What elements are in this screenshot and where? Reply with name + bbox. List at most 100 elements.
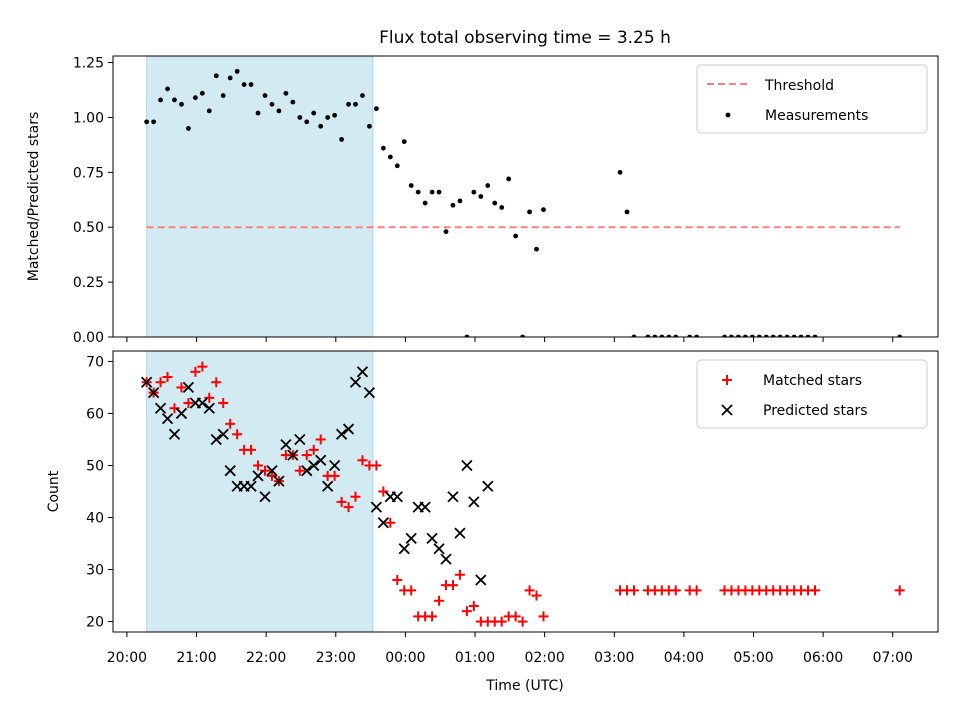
measurement-point (144, 119, 150, 125)
matched-star-point (176, 382, 187, 393)
y-axis-label: Count (46, 470, 62, 512)
matched-star-point (517, 616, 528, 627)
measurement-point (812, 334, 818, 337)
measurement-point (513, 233, 519, 239)
measurement-point (541, 207, 546, 213)
x-tick-label: 06:00 (803, 650, 843, 666)
x-tick-label: 21:00 (176, 650, 216, 666)
measurement-point (791, 334, 797, 337)
measurement-point (387, 154, 393, 160)
measurement-point (471, 189, 477, 195)
predicted-star-point (168, 428, 181, 440)
measurement-point (673, 334, 679, 337)
measurement-point (506, 176, 512, 182)
lower-panel: 20 30 40 50 60 70 Count Matched stars Predicted … (46, 350, 939, 637)
y-tick-label: 70 (86, 354, 104, 370)
measurement-point (206, 108, 212, 114)
y-tick-label: 0.75 (73, 165, 104, 181)
matched-star-point (894, 585, 905, 596)
matched-star-point (496, 616, 507, 627)
predicted-star-point (454, 527, 466, 539)
upper-plot-area (144, 56, 903, 337)
measurement-point (332, 112, 338, 118)
x-tick-label: 05:00 (733, 650, 773, 666)
measurement-point (380, 145, 386, 151)
measurement-point (659, 334, 665, 337)
matched-star-point (315, 434, 326, 445)
matched-star-point (427, 611, 438, 622)
legend-matched-label: Matched stars (763, 373, 862, 389)
predicted-star-point (266, 465, 278, 477)
x-tick-label: 02:00 (524, 650, 564, 666)
measurement-point (749, 334, 755, 337)
y-tick-label: 50 (86, 458, 104, 474)
y-tick-label: 0.25 (73, 275, 104, 291)
measurement-point (304, 119, 310, 125)
measurement-point (897, 334, 903, 337)
lower-legend: Matched stars Predicted stars (696, 359, 928, 429)
measurement-point (492, 200, 498, 206)
x-tick-label: 00:00 (385, 650, 425, 666)
measurement-point (311, 110, 317, 116)
axes-frame (112, 55, 939, 338)
x-tick-label: 04:00 (664, 650, 704, 666)
measurement-point (499, 205, 505, 210)
matched-star-point (260, 465, 271, 476)
predicted-star-point (315, 454, 327, 466)
measurement-point (694, 334, 700, 337)
predicted-star-point (377, 517, 389, 529)
measurement-point (367, 123, 372, 129)
x-axis-label: Time (UTC) (485, 678, 563, 694)
measurement-point (158, 97, 163, 103)
measurement-point (346, 101, 351, 107)
axes-frame (112, 350, 939, 633)
measurement-point (255, 110, 261, 116)
predicted-star-point (175, 407, 188, 420)
predicted-star-point (349, 376, 362, 388)
y-tick-label: 1.25 (73, 56, 104, 72)
measurement-point (234, 68, 240, 74)
measurement-point (805, 334, 811, 337)
predicted-star-point (252, 470, 264, 482)
measurement-point (645, 334, 651, 337)
measurement-point (617, 169, 623, 175)
measurement-point (527, 209, 532, 215)
predicted-star-point (245, 480, 257, 492)
measurement-point (485, 183, 491, 188)
matched-star-point (628, 585, 639, 596)
predicted-star-point (224, 465, 236, 477)
measurement-point (186, 126, 191, 131)
predicted-star-point (447, 491, 459, 503)
y-tick-label: 20 (86, 615, 104, 631)
measurement-point (394, 163, 400, 169)
matched-star-point (190, 366, 201, 377)
matched-star-point (378, 486, 389, 497)
measurement-point (199, 90, 205, 96)
matched-star-point (204, 392, 215, 403)
measurement-point (248, 82, 254, 87)
measurement-point (192, 95, 198, 101)
predicted-star-point (398, 543, 410, 555)
measurement-point (165, 86, 170, 92)
matched-star-point (218, 398, 229, 409)
measurement-point (415, 189, 421, 195)
matched-star-point (343, 502, 354, 513)
measurement-point (408, 183, 414, 188)
measurement-point (631, 334, 637, 337)
measurement-point (450, 202, 456, 208)
shaded-span (146, 351, 374, 632)
matched-star-point (301, 450, 312, 461)
measurement-point (478, 194, 484, 199)
matched-star-point (454, 569, 465, 580)
measurement-point (269, 101, 275, 107)
predicted-star-point (440, 553, 452, 565)
measurement-point (172, 97, 177, 103)
y-axis-label: Matched/Predicted stars (26, 112, 42, 282)
x-axis-ticks: 20:00 21:00 22:00 23:00 00:00 01:00 02:00 03:00… (107, 650, 913, 666)
matched-star-point (357, 455, 368, 466)
measurement-point (736, 334, 741, 337)
measurement-point (353, 101, 358, 107)
predicted-star-point (301, 465, 313, 477)
measurement-point (290, 99, 296, 105)
